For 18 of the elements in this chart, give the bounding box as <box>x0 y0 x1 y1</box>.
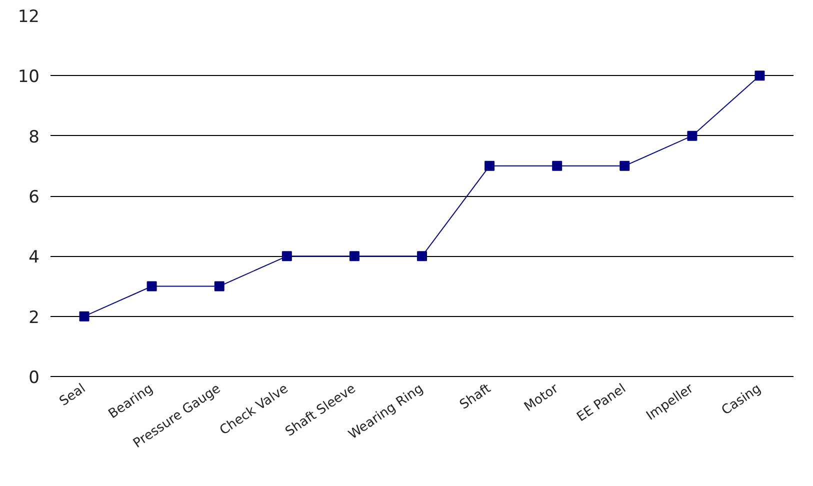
point <box>79 311 90 322</box>
y-tick-label: 2 <box>28 308 40 328</box>
point <box>484 160 495 171</box>
point <box>417 251 427 262</box>
point <box>349 251 360 262</box>
y-tick-label: 4 <box>28 248 40 268</box>
y-tick-label: 12 <box>18 7 40 27</box>
point <box>214 281 224 292</box>
point <box>754 70 765 81</box>
point <box>687 130 698 141</box>
y-tick-label: 8 <box>28 127 40 148</box>
point <box>146 281 157 292</box>
y-tick-label: 6 <box>28 188 40 208</box>
point <box>282 251 292 262</box>
point <box>620 160 630 171</box>
y-tick-label: 0 <box>28 368 40 388</box>
y-tick-label: 10 <box>18 67 40 88</box>
point <box>552 160 562 171</box>
